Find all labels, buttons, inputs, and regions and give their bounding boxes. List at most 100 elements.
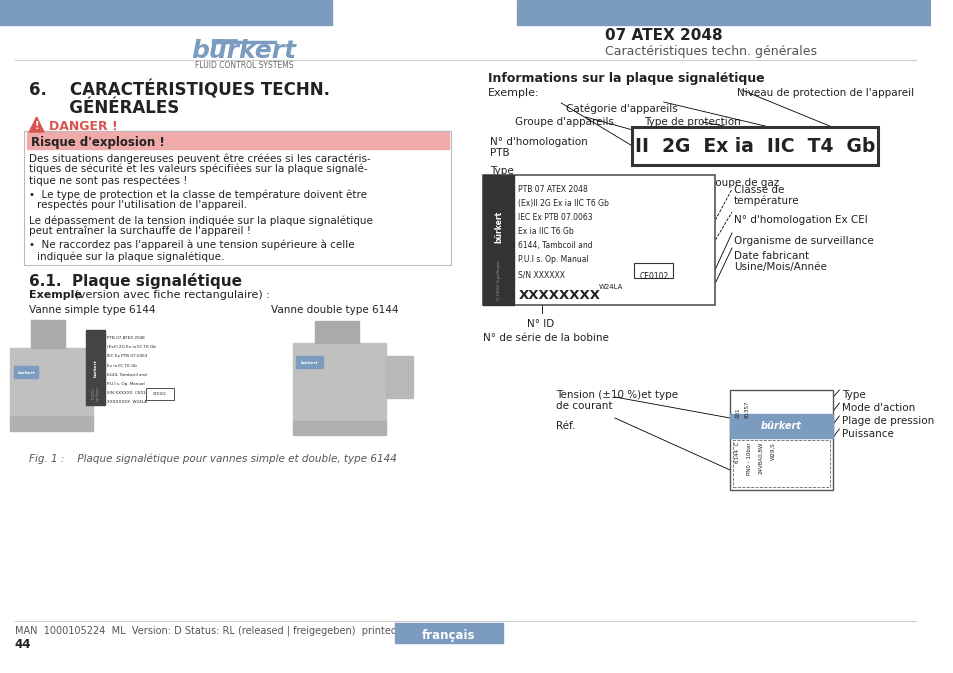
Text: 6.    CARACTÉRISTIQUES TECHN.: 6. CARACTÉRISTIQUES TECHN. [30, 81, 330, 100]
Bar [732, 440, 829, 487]
Text: 001: 001 [735, 408, 740, 419]
Text: Ex ia IIC T6 Gb: Ex ia IIC T6 Gb [108, 363, 137, 367]
Text: 6.1.  Plaque signalétique: 6.1. Plaque signalétique [30, 273, 242, 289]
Text: (Ex)II 2G Ex ia IIC T6 Gb: (Ex)II 2G Ex ia IIC T6 Gb [108, 345, 156, 349]
Text: Risque d'explosion !: Risque d'explosion ! [31, 136, 165, 149]
Text: tique ne sont pas respectées !: tique ne sont pas respectées ! [30, 175, 188, 186]
Text: Fig. 1 :    Plaque signalétique pour vannes simple et double, type 6144: Fig. 1 : Plaque signalétique pour vannes… [30, 453, 396, 464]
Bar [729, 414, 832, 438]
Text: N° ID: N° ID [526, 319, 554, 329]
Text: P.U.I s. Op. Manual: P.U.I s. Op. Manual [108, 382, 145, 386]
Text: température: température [733, 196, 799, 207]
Text: N° de série de la bobine: N° de série de la bobine [482, 333, 608, 343]
Bar [395, 623, 502, 643]
Text: Usine/Mois/Année: Usine/Mois/Année [733, 262, 826, 272]
Bar [31, 320, 66, 348]
Text: Mode d'action: Mode d'action [841, 403, 915, 413]
Text: Organisme de surveillance: Organisme de surveillance [733, 236, 873, 246]
Text: !: ! [34, 121, 39, 131]
Text: PTB 07 ATEX 2048: PTB 07 ATEX 2048 [517, 185, 587, 194]
Text: Type: Type [841, 390, 865, 400]
Text: respectés pour l'utilisation de l'appareil.: respectés pour l'utilisation de l'appare… [37, 200, 247, 211]
Text: PN0 - 10bar: PN0 - 10bar [746, 442, 751, 474]
Bar [28, 131, 449, 149]
Text: MAN  1000105224  ML  Version: D Status: RL (released | freigegeben)  printed: 29: MAN 1000105224 ML Version: D Status: RL … [14, 626, 457, 637]
Text: XXXXXXXX: XXXXXXXX [517, 289, 599, 302]
Text: français: français [422, 629, 476, 641]
Text: 07 ATEX 2048: 07 ATEX 2048 [604, 28, 722, 44]
Text: Date fabricant: Date fabricant [733, 251, 808, 261]
Text: Classe de: Classe de [733, 185, 783, 195]
Text: de courant: de courant [556, 401, 612, 411]
Text: CE0102: CE0102 [153, 392, 167, 396]
Text: S/N XXXXXX  CE0102: S/N XXXXXX CE0102 [108, 391, 152, 395]
Bar [86, 330, 105, 405]
Text: II  2G  Ex ia  IIC  T4  Gb: II 2G Ex ia IIC T4 Gb [635, 137, 875, 155]
Bar [25, 131, 451, 265]
Text: W24LA: W24LA [598, 284, 622, 290]
Text: N° d'homologation: N° d'homologation [490, 137, 587, 147]
Bar [146, 388, 173, 400]
Text: D-74653 Ingelfingen: D-74653 Ingelfingen [497, 260, 500, 300]
Text: Niveau de protection de l'appareil: Niveau de protection de l'appareil [736, 88, 913, 98]
Text: Groupe d'appareils: Groupe d'appareils [515, 117, 614, 127]
Text: Informations sur la plaque signalétique: Informations sur la plaque signalétique [488, 72, 763, 85]
Bar [517, 0, 930, 25]
Text: 24VBA0,8W: 24VBA0,8W [758, 442, 763, 474]
Bar [293, 343, 385, 423]
Bar [295, 356, 323, 368]
Text: Plage de pression: Plage de pression [841, 416, 934, 426]
Polygon shape [30, 117, 44, 132]
Text: tiques de sécurité et les valeurs spécifiées sur la plaque signalé-: tiques de sécurité et les valeurs spécif… [30, 164, 368, 174]
Text: Réf.: Réf. [556, 421, 575, 431]
Text: CE0102: CE0102 [639, 272, 668, 281]
Bar [0, 0, 332, 25]
Text: IEC Ex PTB 07.0063: IEC Ex PTB 07.0063 [517, 213, 592, 222]
Text: bürkert: bürkert [93, 359, 97, 377]
Text: (version avec fiche rectangulaire) :: (version avec fiche rectangulaire) : [71, 290, 270, 300]
Bar [10, 416, 92, 431]
Text: Catégorie d'appareils: Catégorie d'appareils [565, 103, 678, 114]
Bar [482, 175, 514, 305]
Text: W29,S: W29,S [770, 442, 775, 460]
Text: bürkert: bürkert [192, 39, 296, 63]
Text: DANGER !: DANGER ! [49, 120, 117, 133]
Text: Vanne simple type 6144: Vanne simple type 6144 [30, 305, 155, 315]
Bar [13, 366, 38, 378]
Text: N° d'homologation Ex CEI: N° d'homologation Ex CEI [733, 215, 867, 225]
Bar [634, 263, 673, 278]
Text: 6144  C: 6144 C [735, 442, 740, 463]
Text: Le dépassement de la tension indiquée sur la plaque signalétique: Le dépassement de la tension indiquée su… [30, 215, 373, 225]
Bar [314, 321, 358, 343]
Text: FLUID CONTROL SYSTEMS: FLUID CONTROL SYSTEMS [194, 61, 293, 69]
Text: Type de protection: Type de protection [643, 117, 740, 127]
Bar [10, 348, 92, 418]
Text: 81357: 81357 [744, 400, 749, 417]
Text: Vanne double type 6144: Vanne double type 6144 [271, 305, 398, 315]
Text: IEC Ex PTB 07.0063: IEC Ex PTB 07.0063 [108, 355, 148, 359]
Text: 44: 44 [14, 638, 31, 651]
Text: XXXXXXXX  W24LA: XXXXXXXX W24LA [108, 400, 147, 404]
Text: Puissance: Puissance [841, 429, 893, 439]
Text: bürkert: bürkert [760, 421, 801, 431]
Text: Type: Type [490, 166, 513, 176]
Text: Ex ia IIC T6 Gb: Ex ia IIC T6 Gb [517, 227, 574, 236]
Bar [86, 330, 178, 405]
Text: •  Ne raccordez pas l'appareil à une tension supérieure à celle: • Ne raccordez pas l'appareil à une tens… [30, 240, 355, 250]
Text: (Ex)II 2G Ex ia IIC T6 Gb: (Ex)II 2G Ex ia IIC T6 Gb [517, 199, 608, 208]
Text: Tension (±10 %)et type: Tension (±10 %)et type [556, 390, 678, 400]
Text: bürkert: bürkert [17, 371, 35, 375]
Text: indiquée sur la plaque signalétique.: indiquée sur la plaque signalétique. [37, 251, 224, 262]
Text: 6144, Tambcoil and: 6144, Tambcoil and [108, 373, 147, 377]
Text: GÉNÉRALES: GÉNÉRALES [30, 99, 179, 117]
Text: Des situations dangereuses peuvent être créées si les caractéris-: Des situations dangereuses peuvent être … [30, 153, 371, 164]
Text: •  Le type de protection et la classe de température doivent être: • Le type de protection et la classe de … [30, 189, 367, 199]
Text: P.U.I s. Op. Manual: P.U.I s. Op. Manual [517, 255, 588, 264]
Text: 6144, Tambcoil and: 6144, Tambcoil and [517, 241, 592, 250]
Text: Exemple:: Exemple: [488, 88, 539, 98]
Bar [729, 390, 832, 490]
Text: Groupe de gaz: Groupe de gaz [702, 178, 779, 188]
Bar [293, 421, 385, 435]
Text: PTB 07 ATEX 2048: PTB 07 ATEX 2048 [108, 336, 145, 340]
Text: Caractéristiques techn. générales: Caractéristiques techn. générales [604, 44, 817, 57]
